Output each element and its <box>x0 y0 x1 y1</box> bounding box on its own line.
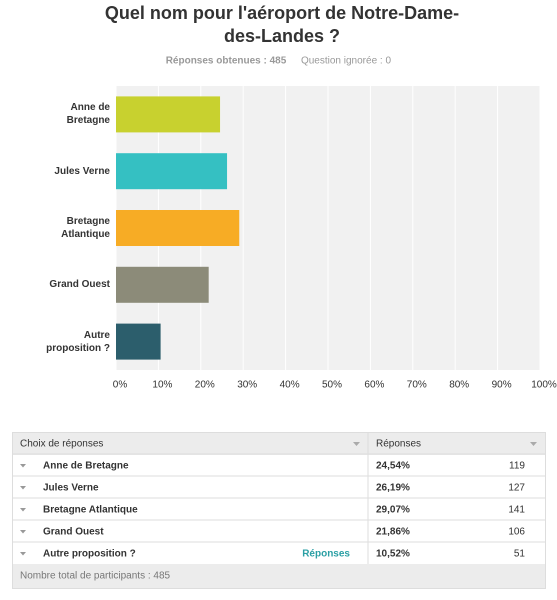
x-tick-label: 60% <box>364 380 384 391</box>
expand-icon <box>20 508 26 512</box>
sort-icon <box>353 442 360 446</box>
x-tick-label: 50% <box>322 380 342 391</box>
expand-icon <box>20 552 26 556</box>
choice-cell: Anne de Bretagne <box>43 461 129 472</box>
x-tick-label: 80% <box>449 380 469 391</box>
stat: Question ignorée : 0 <box>301 56 391 67</box>
table-footer <box>13 564 545 588</box>
choice-cell: Autre proposition ? <box>43 549 136 560</box>
category-label: Jules Verne <box>54 165 110 177</box>
table-border <box>12 432 546 589</box>
sort-icon <box>530 442 537 446</box>
x-tick-label: 10% <box>152 380 172 391</box>
bar <box>116 266 209 303</box>
header-cell: Réponses <box>376 439 421 450</box>
count-cell: 141 <box>508 505 525 516</box>
count-cell: 106 <box>508 527 525 538</box>
count-cell: 127 <box>508 483 525 494</box>
bar <box>116 96 221 133</box>
chart-title: Quel nom pour l'aéroport de Notre-Dame-d… <box>104 3 460 46</box>
x-tick-label: 30% <box>237 380 257 391</box>
choice-cell: Bretagne Atlantique <box>43 505 138 516</box>
percent-cell: 21,86% <box>376 527 410 538</box>
stat: Réponses obtenues : 485 <box>166 56 287 67</box>
x-tick-label: 0% <box>113 380 128 391</box>
table-header <box>13 433 545 455</box>
category-label: Bretagne Atlantique <box>61 216 110 240</box>
percent-cell: 29,07% <box>376 505 410 516</box>
x-tick-label: 90% <box>492 380 512 391</box>
x-tick-label: 20% <box>195 380 215 391</box>
footer-text: Nombre total de participants : 485 <box>20 571 171 582</box>
category-label: Anne de Bretagne <box>66 102 110 127</box>
choice-cell: Grand Ouest <box>43 527 104 538</box>
x-tick-label: 70% <box>407 380 427 391</box>
category-label: Autre proposition ? <box>46 329 110 354</box>
x-tick-label: 40% <box>280 380 300 391</box>
category-label: Grand Ouest <box>49 279 110 291</box>
choice-cell: Jules Verne <box>43 483 99 494</box>
bar <box>116 210 240 246</box>
expand-icon <box>20 486 26 490</box>
header-cell: Choix de réponses <box>20 439 103 450</box>
count-cell: 119 <box>509 461 525 472</box>
percent-cell: 26,19% <box>376 483 410 494</box>
expand-icon <box>20 464 26 468</box>
percent-cell: 10,52% <box>376 549 410 560</box>
bar <box>116 153 228 190</box>
percent-cell: 24,54% <box>376 461 410 472</box>
responses-link: Réponses <box>302 549 350 560</box>
expand-icon <box>20 530 26 534</box>
count-cell: 51 <box>514 549 526 560</box>
bar <box>116 323 161 360</box>
x-tick-label: 100% <box>531 380 557 391</box>
